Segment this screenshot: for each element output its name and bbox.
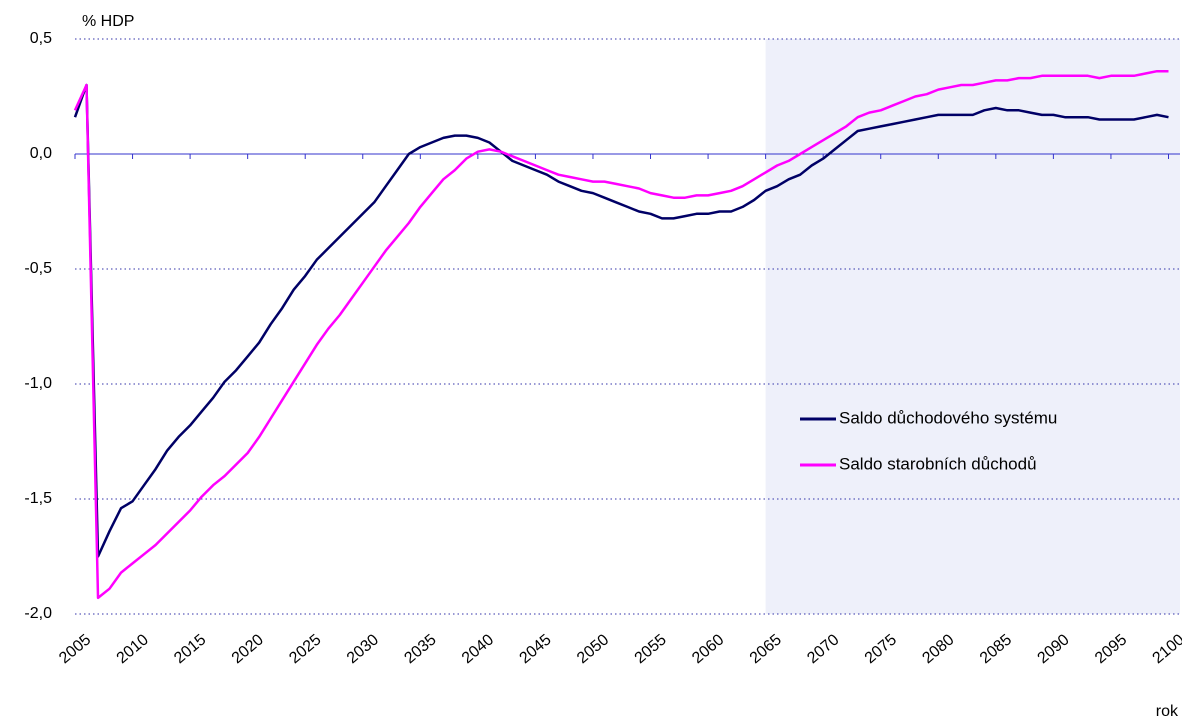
x-tick-label: 2045 — [517, 631, 555, 667]
x-tick-label: 2075 — [862, 631, 900, 667]
y-tick-label: 0,0 — [30, 145, 52, 162]
y-tick-label: -2,0 — [24, 605, 52, 622]
x-tick-label: 2095 — [1092, 631, 1130, 667]
x-tick-label: 2035 — [401, 631, 439, 667]
x-tick-label: 2010 — [114, 631, 152, 667]
x-tick-label: 2055 — [632, 631, 670, 667]
x-tick-label: 2040 — [459, 631, 497, 667]
legend-label: Saldo starobních důchodů — [839, 454, 1037, 473]
y-tick-label: -1,5 — [24, 490, 52, 507]
data-line — [73, 69, 1169, 600]
x-tick-label: 2090 — [1034, 631, 1072, 667]
y-tick-label: -1,0 — [24, 375, 52, 392]
x-tick-label: 2025 — [286, 631, 324, 667]
x-tick-label: 2100 — [1150, 631, 1182, 667]
x-axis-label: rok — [1156, 703, 1179, 720]
x-tick-label: 2085 — [977, 631, 1015, 667]
x-tick-label: 2060 — [689, 631, 727, 667]
x-tick-label: 2070 — [804, 631, 842, 667]
x-tick-label: 2020 — [229, 631, 267, 667]
x-tick-label: 2065 — [747, 631, 785, 667]
x-tick-label: 2050 — [574, 631, 612, 667]
forecast-shade — [765, 39, 1180, 614]
legend: Saldo důchodového systému Saldo starobníc… — [800, 408, 1057, 473]
x-tick-label: 2080 — [919, 631, 957, 667]
x-tick-label: 2015 — [171, 631, 209, 667]
x-tick-label: 2005 — [56, 631, 94, 667]
y-tick-label: 0,5 — [30, 30, 52, 47]
plot-area: -2,0 -1,5 -1,0 -0,5 0,0 0,5 2005 2010 2015 2020 20… — [24, 30, 1182, 667]
y-tick-label: -0,5 — [24, 260, 52, 277]
legend-label: Saldo důchodového systému — [839, 408, 1057, 427]
y-axis-label: % HDP — [82, 13, 134, 30]
data-line — [73, 83, 1169, 558]
x-tick-label: 2030 — [344, 631, 382, 667]
